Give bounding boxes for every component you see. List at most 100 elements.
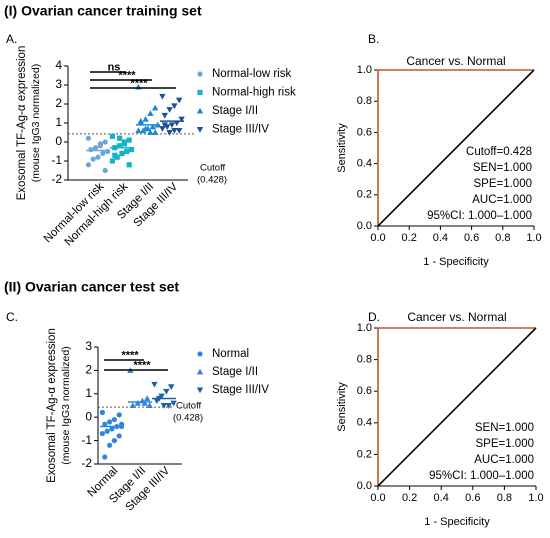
data-point: [102, 454, 108, 460]
data-point: [100, 150, 106, 156]
data-point: [99, 409, 105, 416]
y-tick-label: -1: [51, 153, 62, 167]
y-tick-label: 0.6: [357, 385, 372, 397]
legend-marker: [196, 368, 204, 375]
data-point: [109, 158, 115, 164]
data-point: [121, 141, 127, 147]
roc-line: [377, 327, 537, 487]
y-tick-label: 1: [85, 386, 92, 400]
data-point: [95, 154, 101, 160]
data-point: [137, 117, 144, 124]
legend-label: Stage III/IV: [212, 124, 269, 136]
data-point: [102, 167, 108, 174]
data-point: [105, 148, 111, 155]
y-tick-label: 2: [85, 363, 92, 377]
data-point: [119, 150, 125, 156]
y-tick-label: 2: [55, 96, 62, 110]
data-point: [146, 402, 153, 409]
data-point: [109, 133, 115, 139]
data-point: [166, 129, 173, 136]
y-tick-label: -2: [81, 456, 92, 470]
data-point: [178, 116, 185, 123]
cutoff-label: (0.428): [173, 413, 203, 424]
legend-label: Stage I/II: [212, 105, 258, 117]
y-tick-label: -1: [81, 433, 92, 447]
x-tick-label: 0.8: [497, 492, 512, 504]
data-point: [166, 107, 173, 113]
legend-label: Normal-high risk: [212, 87, 296, 99]
y-tick-label: 0.8: [357, 354, 372, 366]
x-tick-label: 0.0: [370, 492, 385, 504]
y-tick-label: 0.4: [357, 417, 372, 429]
annotation: SEN=1.000: [473, 162, 532, 174]
section-heading: (I) Ovarian cancer training set: [4, 3, 202, 19]
panel-label: A.: [6, 32, 17, 46]
data-point: [97, 143, 103, 149]
data-point: [119, 421, 125, 427]
x-tick-label: 0.2: [402, 232, 417, 244]
data-point: [168, 384, 175, 390]
data-point: [142, 125, 149, 132]
y-tick-label: 1: [55, 115, 62, 129]
y-axis-label: (mouse IgG3 normalized): [60, 346, 72, 464]
data-point: [93, 145, 99, 151]
annotation: SPE=1.000: [475, 438, 534, 450]
x-tick-label: 0.4: [434, 492, 449, 504]
data-point: [163, 388, 170, 395]
data-point: [173, 120, 180, 127]
x-tick-label: 0.6: [465, 492, 480, 504]
data-point: [109, 426, 115, 432]
y-tick-label: 3: [85, 339, 92, 353]
legend-marker: [197, 71, 203, 77]
y-axis-label: Exosomal TF-Ag-α expression: [46, 328, 58, 483]
x-tick-label: 0.6: [464, 232, 479, 244]
annotation: AUC=1.000: [472, 194, 532, 206]
legend-label: Stage III/IV: [212, 384, 269, 396]
x-axis-label: 1 - Specificity: [424, 516, 490, 528]
y-tick-label: 0: [55, 134, 62, 148]
data-point: [176, 97, 183, 104]
roc-line: [377, 69, 535, 227]
legend-marker: [196, 387, 204, 394]
legend-marker: [196, 107, 204, 114]
annotation: SEN=1.000: [475, 422, 534, 434]
legend-marker: [197, 89, 203, 96]
data-point: [117, 143, 123, 149]
data-point: [159, 93, 166, 100]
data-point: [117, 135, 123, 141]
annotation: Cutoff=0.428: [466, 146, 532, 158]
data-point: [142, 116, 149, 122]
panel-label: B.: [368, 32, 379, 46]
legend-label: Normal-low risk: [212, 68, 291, 80]
y-tick-label: 4: [55, 58, 62, 72]
annotation: SPE=1.000: [473, 178, 532, 190]
x-tick-label: 1.0: [526, 232, 541, 244]
legend-marker: [197, 351, 203, 357]
data-point: [144, 395, 151, 402]
significance-label: ****: [118, 69, 136, 81]
data-point: [107, 442, 113, 448]
data-point: [129, 147, 135, 153]
x-axis-label: 1 - Specificity: [423, 256, 489, 268]
data-point: [102, 139, 108, 145]
y-tick-label: 0.6: [357, 126, 372, 138]
y-tick-label: 0.2: [357, 448, 372, 460]
data-point: [134, 399, 141, 406]
cutoff-label: Cutoff: [176, 401, 202, 412]
annotation: 95%CI: 1.000–1.000: [429, 470, 534, 482]
data-point: [149, 123, 156, 130]
y-tick-label: 1.0: [357, 64, 372, 76]
data-point: [126, 137, 132, 143]
y-tick-label: 3: [55, 77, 62, 91]
roc-line: [377, 69, 534, 226]
panel-label: C.: [6, 310, 18, 324]
significance-label: ****: [121, 349, 139, 361]
data-point: [147, 129, 154, 136]
y-tick-label: -2: [51, 172, 62, 186]
x-tick-label: 0.0: [370, 232, 385, 244]
data-point: [104, 428, 110, 434]
x-tick-label: 0.2: [402, 492, 417, 504]
roc-line: [377, 327, 536, 486]
legend-label: Stage I/II: [212, 366, 258, 378]
